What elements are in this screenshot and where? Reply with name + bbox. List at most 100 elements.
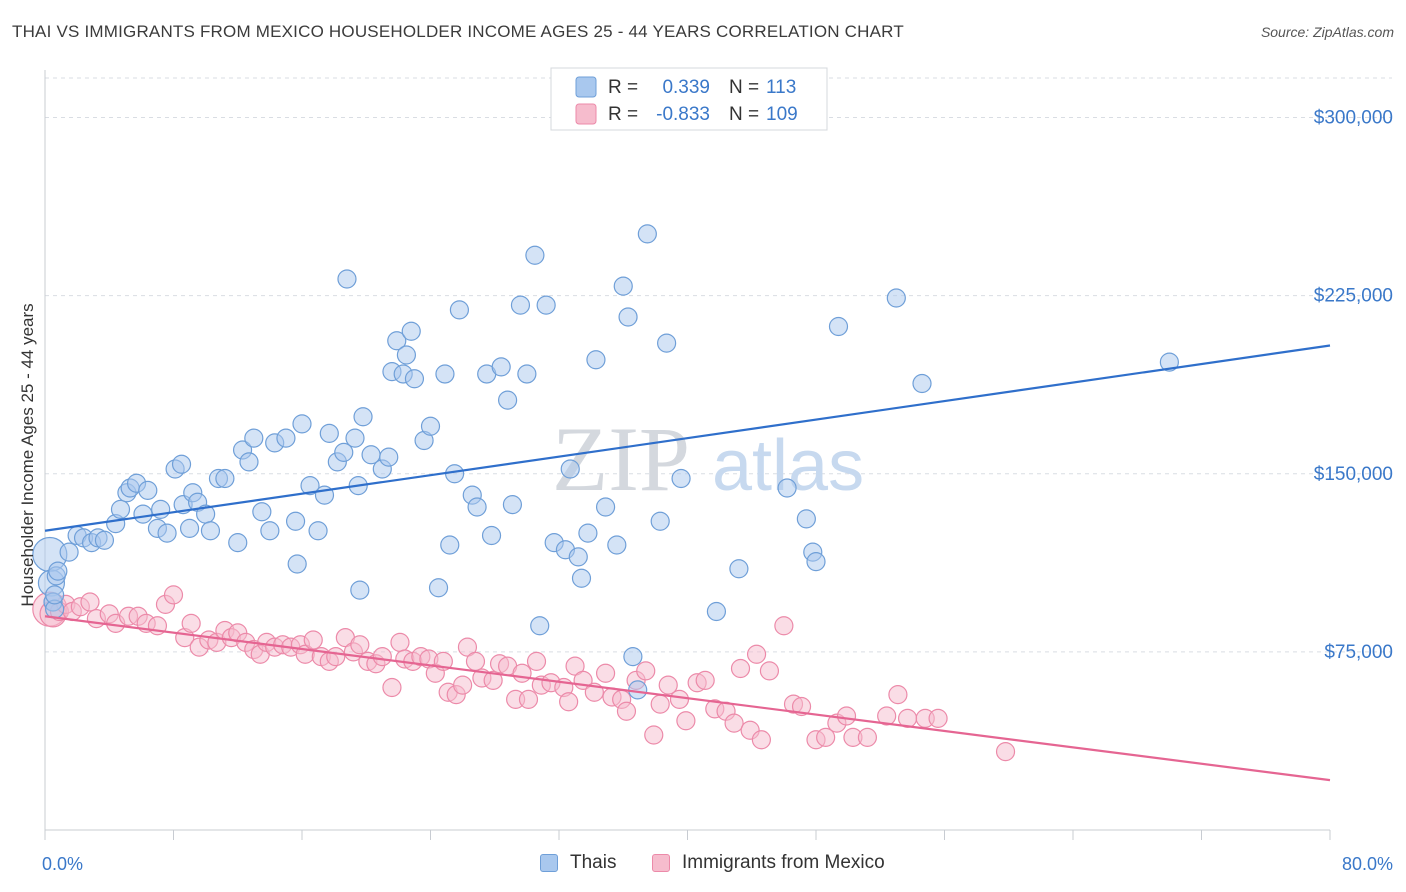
thai-point — [796, 509, 816, 529]
legend-mexico-r-value: -0.833 — [656, 104, 710, 125]
thai-point — [337, 269, 357, 289]
x-tick-label-max: 80.0% — [1342, 854, 1393, 874]
mexico-point — [759, 661, 780, 681]
thai-point — [45, 585, 65, 605]
thai-point — [244, 428, 264, 448]
thai-point — [308, 521, 328, 541]
mexico-points — [32, 585, 1016, 762]
thai-point — [706, 601, 727, 622]
y-tick-labels: $75,000 $150,000 $225,000 $300,000 — [1314, 108, 1393, 663]
thai-point — [404, 369, 425, 389]
legend-box: R = 0.339 N = 113 R = -0.833 N = 109 — [550, 67, 828, 131]
thai-point — [618, 307, 638, 327]
trend-lines — [44, 344, 1331, 782]
source-credit: Source: ZipAtlas.com — [1260, 24, 1394, 40]
thai-point — [729, 559, 749, 579]
thai-point — [886, 288, 906, 308]
thai-point — [806, 552, 826, 572]
mexico-point — [695, 670, 715, 690]
thai-point — [334, 442, 354, 462]
thai-point — [319, 423, 339, 443]
axes — [44, 70, 1331, 840]
thai-point — [578, 523, 598, 543]
thai-point — [671, 468, 691, 489]
thai-point — [912, 373, 932, 394]
mexico-point — [877, 706, 897, 726]
thai-point — [396, 345, 417, 365]
thai-point — [491, 357, 511, 377]
thai-point — [387, 331, 407, 351]
thai-point — [110, 499, 131, 519]
y-tick-label: $150,000 — [1314, 464, 1393, 485]
mexico-point — [453, 675, 473, 695]
watermark: ZIP atlas — [552, 408, 864, 510]
thai-point — [428, 578, 449, 598]
mexico-point — [382, 677, 402, 698]
mexico-point — [616, 701, 637, 721]
thai-point — [828, 316, 849, 337]
bottom-legend-mexico-swatch — [652, 854, 670, 872]
thai-point — [350, 580, 370, 600]
thai-point — [48, 561, 68, 581]
mexico-point — [465, 651, 486, 671]
mexico-point — [526, 651, 547, 671]
mexico-point — [163, 585, 184, 605]
mexico-point — [181, 613, 201, 633]
thai-point — [133, 504, 153, 524]
thai-point — [228, 533, 248, 553]
thai-point — [1159, 352, 1179, 372]
bottom-legend-thai-label: Thais — [570, 852, 617, 873]
bottom-legend-mexico: Immigrants from Mexico — [652, 852, 885, 874]
thai-point — [502, 495, 523, 515]
mexico-point — [658, 675, 678, 695]
thai-point — [59, 542, 79, 562]
thai-point — [200, 521, 221, 541]
thai-point — [607, 535, 627, 555]
bottom-legend-mexico-label: Immigrants from Mexico — [682, 852, 885, 873]
thai-point — [568, 547, 588, 567]
mexico-point — [390, 632, 410, 652]
thai-point — [252, 502, 272, 522]
legend-thai-n-label: N = — [729, 77, 759, 98]
thai-point — [440, 535, 460, 555]
thai-point — [171, 454, 192, 474]
thai-point — [94, 530, 115, 550]
legend-swatch-thai — [575, 76, 597, 98]
thai-point — [481, 525, 502, 546]
thai-point — [449, 300, 470, 320]
thai-point — [595, 497, 616, 517]
thai-point — [215, 468, 235, 489]
legend-swatch-mexico — [575, 103, 597, 125]
mexico-point — [888, 685, 908, 705]
thai-point — [650, 511, 670, 531]
thai-point — [379, 447, 399, 467]
thai-point — [287, 554, 307, 574]
mexico-point — [512, 663, 532, 683]
thai-point — [260, 521, 280, 541]
mexico-point — [995, 742, 1016, 762]
mexico-point — [751, 730, 771, 750]
thai-point — [628, 680, 648, 700]
thai-point — [157, 523, 177, 543]
mexico-point — [928, 708, 948, 728]
legend-thai-r-value: 0.339 — [662, 77, 710, 98]
mexico-point — [836, 706, 857, 726]
bottom-legend-thai-swatch — [540, 854, 558, 872]
legend-mexico-n-value: 109 — [766, 104, 798, 125]
thai-point — [435, 364, 455, 384]
thai-point — [657, 333, 677, 353]
mexico-point — [80, 592, 100, 612]
mexico-point — [303, 630, 323, 650]
thai-point — [179, 518, 200, 538]
thai-point — [530, 616, 550, 636]
thai-point — [300, 476, 320, 496]
mexico-point — [746, 644, 767, 664]
y-axis-label: Householder Income Ages 25 - 44 years — [18, 303, 37, 606]
thai-point — [138, 480, 158, 500]
mexico-point — [636, 661, 656, 681]
mexico-point — [326, 647, 346, 667]
x-tick-label-min: 0.0% — [42, 854, 83, 874]
thai-point — [536, 295, 556, 315]
y-tick-label: $225,000 — [1314, 286, 1393, 307]
